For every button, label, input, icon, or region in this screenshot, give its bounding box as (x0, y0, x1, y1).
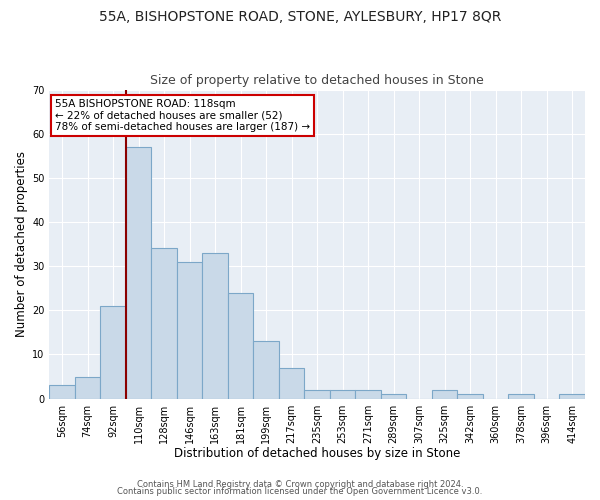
Bar (432, 390, 457, 398)
Bar (177, 262, 202, 398)
Bar (151, 248, 177, 398)
Bar (100, 306, 126, 398)
Bar (381, 394, 406, 398)
Bar (228, 292, 253, 399)
Text: Contains HM Land Registry data © Crown copyright and database right 2024.: Contains HM Land Registry data © Crown c… (137, 480, 463, 489)
Text: 55A BISHOPSTONE ROAD: 118sqm
← 22% of detached houses are smaller (52)
78% of se: 55A BISHOPSTONE ROAD: 118sqm ← 22% of de… (55, 99, 310, 132)
Bar (279, 368, 304, 398)
Text: 55A, BISHOPSTONE ROAD, STONE, AYLESBURY, HP17 8QR: 55A, BISHOPSTONE ROAD, STONE, AYLESBURY,… (99, 10, 501, 24)
Y-axis label: Number of detached properties: Number of detached properties (15, 151, 28, 337)
Bar (126, 147, 151, 399)
Text: Contains public sector information licensed under the Open Government Licence v3: Contains public sector information licen… (118, 487, 482, 496)
Bar (75, 376, 100, 398)
Bar (355, 390, 381, 398)
Title: Size of property relative to detached houses in Stone: Size of property relative to detached ho… (151, 74, 484, 87)
X-axis label: Distribution of detached houses by size in Stone: Distribution of detached houses by size … (174, 447, 460, 460)
Bar (559, 394, 585, 398)
Bar (49, 386, 75, 398)
Bar (457, 394, 483, 398)
Bar (304, 390, 330, 398)
Bar (330, 390, 355, 398)
Bar (253, 341, 279, 398)
Bar (508, 394, 534, 398)
Bar (202, 253, 228, 398)
